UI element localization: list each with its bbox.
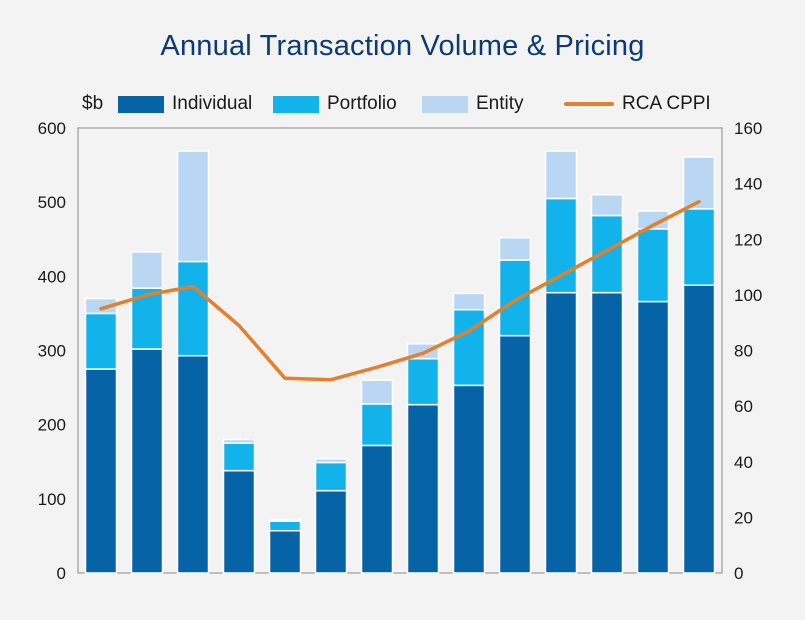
bar-segment-portfolio (682, 208, 716, 286)
bar-segment-entity (84, 297, 118, 315)
legend-label-portfolio: Portfolio (327, 93, 397, 114)
bar-segment-entity (268, 518, 302, 522)
y-left-tick-label: 500 (38, 193, 66, 212)
bar-segment-individual (544, 291, 578, 574)
bar-segment-individual (498, 334, 532, 574)
bar-segment-entity (176, 150, 210, 263)
bar-segment-portfolio (406, 357, 440, 406)
bar-segment-entity (360, 379, 394, 405)
y-right-tick-label: 20 (734, 508, 753, 527)
bar-segment-entity (498, 237, 532, 261)
bar-segment-entity (682, 156, 716, 210)
y-right-tick-label: 80 (734, 342, 753, 361)
y-left-tick-label: 100 (38, 490, 66, 509)
bar-segment-portfolio (360, 403, 394, 447)
legend-label-individual: Individual (172, 93, 253, 114)
bar-segment-portfolio (544, 197, 578, 294)
legend-label-entity: Entity (476, 93, 524, 114)
bar-segment-entity (544, 150, 578, 200)
bar-segment-entity (314, 458, 348, 464)
legend-swatch-individual (118, 95, 164, 113)
bar-segment-entity (130, 251, 164, 289)
y-right-tick-label: 40 (734, 453, 753, 472)
bar-segment-individual (406, 403, 440, 574)
bar-segment-individual (222, 469, 256, 574)
bar-segment-entity (222, 438, 256, 444)
y-right-tick-label: 100 (734, 286, 762, 305)
y-right-tick-label: 0 (734, 564, 743, 583)
y-right-tick-label: 140 (734, 175, 762, 194)
legend-swatch-portfolio (273, 95, 319, 113)
bar-segment-individual (682, 284, 716, 574)
legend-item-rca-cppi: RCA CPPI (564, 93, 711, 115)
legend-swatch-entity (422, 95, 468, 113)
legend-label-rca-cppi: RCA CPPI (622, 93, 711, 114)
chart-legend: $b Individual Portfolio Entity RCA CPPI (0, 90, 805, 120)
y-left-tick-label: 400 (38, 267, 66, 286)
y-left-tick-label: 200 (38, 416, 66, 435)
y-left-tick-label: 600 (38, 119, 66, 138)
bar-segment-entity (636, 210, 670, 230)
y-right-tick-label: 160 (734, 119, 762, 138)
bar-segment-individual (314, 489, 348, 574)
bar-segment-individual (176, 354, 210, 574)
y-right-tick-label: 120 (734, 230, 762, 249)
bar-segment-portfolio (84, 312, 118, 370)
bar-segment-individual (84, 368, 118, 574)
bar-segment-portfolio (590, 214, 624, 294)
legend-swatch-rca-cppi (564, 102, 614, 106)
y-left-tick-label: 0 (57, 564, 66, 583)
bar-segment-portfolio (636, 228, 670, 303)
bar-segment-portfolio (176, 260, 210, 357)
y-right-tick-label: 60 (734, 397, 753, 416)
bar-segment-individual (130, 348, 164, 574)
bar-segment-portfolio (314, 461, 348, 492)
bar-segment-entity (452, 292, 486, 311)
legend-item-individual: Individual (118, 93, 252, 115)
bar-segment-portfolio (222, 442, 256, 472)
bar-segment-individual (360, 444, 394, 574)
legend-item-portfolio: Portfolio (273, 93, 397, 115)
bar-segment-individual (590, 291, 624, 574)
bar-segment-individual (268, 529, 302, 574)
bar-segment-portfolio (498, 259, 532, 337)
line-series-rca-cppi (99, 199, 701, 382)
bar-segment-individual (452, 384, 486, 574)
legend-item-entity: Entity (422, 93, 524, 115)
bar-segment-portfolio (268, 520, 302, 532)
bar-segment-portfolio (452, 308, 486, 387)
bar-segment-individual (636, 300, 670, 574)
bar-segment-entity (590, 194, 624, 217)
plot-border (77, 127, 723, 574)
y-left-tick-label: 300 (38, 342, 66, 361)
chart-title: Annual Transaction Volume & Pricing (160, 30, 645, 62)
y-left-unit-label: $b (82, 93, 104, 114)
